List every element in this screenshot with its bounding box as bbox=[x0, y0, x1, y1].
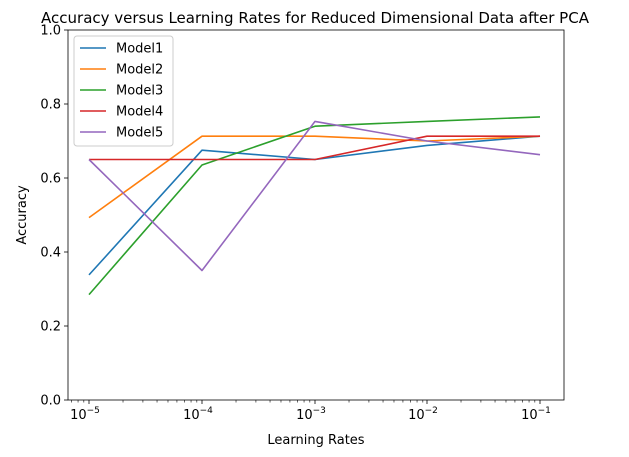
legend-label: Model2 bbox=[116, 63, 163, 78]
x-tick-label: 10−1 bbox=[521, 406, 551, 423]
plot-lines bbox=[88, 116, 541, 296]
legend-box bbox=[73, 35, 174, 147]
x-axis-minor-ticks bbox=[71, 400, 536, 403]
legend: Model1 Model2 Model3 Model4 Model5 bbox=[73, 35, 174, 147]
y-tick-label: 0.4 bbox=[40, 246, 61, 261]
series-line-model4 bbox=[89, 135, 540, 161]
x-tick-label: 10−4 bbox=[183, 406, 213, 423]
x-axis-label: Learning Rates bbox=[267, 433, 364, 448]
x-tick-label: 10−3 bbox=[296, 406, 326, 423]
y-tick-label: 0.0 bbox=[40, 394, 61, 409]
x-tick-label: 10−5 bbox=[70, 406, 100, 423]
legend-label: Model4 bbox=[116, 105, 163, 120]
y-tick-label: 0.8 bbox=[40, 98, 61, 113]
legend-label: Model3 bbox=[116, 84, 163, 99]
series-line-model3 bbox=[88, 116, 541, 296]
series-line-model1 bbox=[88, 135, 541, 276]
series-line-model5 bbox=[88, 120, 541, 272]
y-axis-label: Accuracy bbox=[15, 185, 30, 245]
chart-title: Accuracy versus Learning Rates for Reduc… bbox=[41, 9, 590, 27]
legend-label: Model5 bbox=[116, 126, 163, 141]
y-tick-label: 0.2 bbox=[40, 320, 61, 335]
y-axis-ticks: 0.0 0.2 0.4 0.6 0.8 1.0 bbox=[40, 24, 68, 409]
x-axis-ticks: 10−5 10−4 10−3 10−2 10−1 bbox=[70, 400, 551, 423]
y-tick-label: 1.0 bbox=[40, 24, 61, 39]
x-tick-label: 10−2 bbox=[408, 406, 438, 423]
series-line-model2 bbox=[88, 135, 541, 219]
legend-label: Model1 bbox=[116, 42, 163, 57]
y-tick-label: 0.6 bbox=[40, 172, 61, 187]
plot-area-frame bbox=[67, 29, 565, 401]
